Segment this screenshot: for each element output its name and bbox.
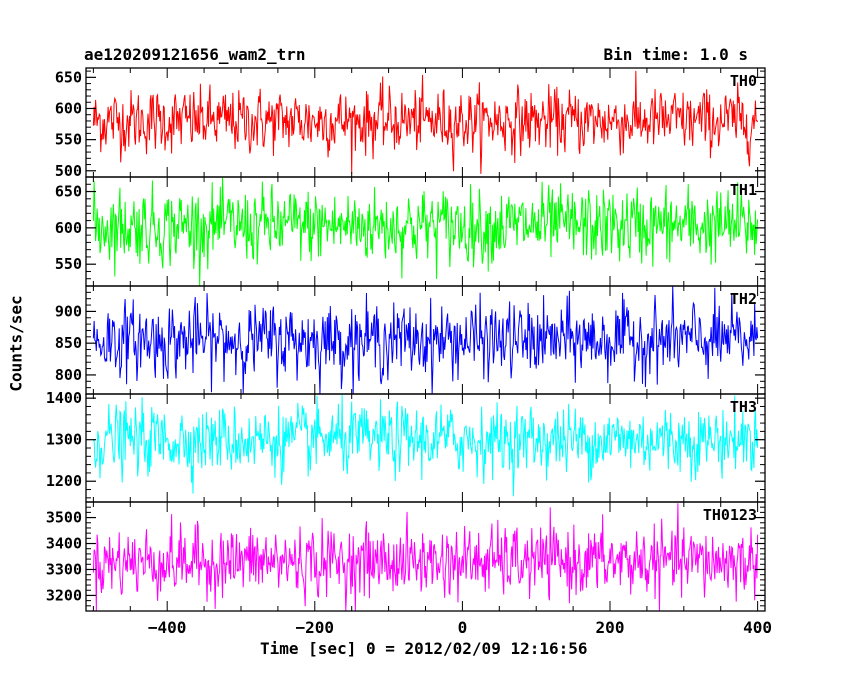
panel-label: TH1 [730, 181, 757, 199]
y-tick-label: 1200 [46, 472, 82, 490]
chart-title: ae120209121656_wam2_trn [84, 45, 306, 64]
y-tick-label: 1400 [46, 389, 82, 407]
x-tick-label: 200 [596, 618, 625, 637]
y-tick-label: 600 [55, 219, 82, 237]
x-tick-label: −400 [148, 618, 187, 637]
x-axis-label: Time [sec] 0 = 2012/02/09 12:16:56 [260, 639, 588, 658]
y-tick-label: 900 [55, 302, 82, 320]
panel-th0: 500 550 600 650 TH0 [55, 67, 766, 180]
y-axis-label: Counts/sec [6, 295, 26, 392]
x-tick-label: 400 [743, 618, 772, 637]
panel-label: TH2 [730, 290, 757, 308]
y-tick-label: 500 [55, 162, 82, 180]
x-tick-label: 0 [458, 618, 468, 637]
y-tick-label: 3300 [46, 560, 82, 578]
y-tick-label: 550 [55, 131, 82, 149]
series-th0123 [92, 503, 759, 611]
y-tick-label: 3200 [46, 586, 82, 604]
panel-th3: 1200 1300 1400 TH3 [46, 389, 766, 503]
series-th0 [92, 70, 759, 174]
y-tick-label: 850 [55, 334, 82, 352]
panel-th0123: 3200 3300 3400 3500 TH0123 [46, 501, 766, 612]
y-tick-label: 650 [55, 183, 82, 201]
panel-label: TH3 [730, 398, 757, 416]
y-tick-label: 550 [55, 255, 82, 273]
y-tick-label: 3500 [46, 509, 82, 527]
x-tick-label: −200 [296, 618, 335, 637]
y-tick-label: 1300 [46, 431, 82, 449]
chart-subtitle: Bin time: 1.0 s [603, 45, 749, 64]
panel-label: TH0123 [703, 506, 757, 524]
y-tick-label: 3400 [46, 535, 82, 553]
panel-th1: 550 600 650 TH1 [55, 176, 766, 287]
series-th2 [92, 286, 759, 394]
series-th3 [92, 394, 759, 497]
y-tick-label: 800 [55, 366, 82, 384]
y-tick-label: 650 [55, 68, 82, 86]
panel-frame [85, 67, 766, 178]
y-tick-label: 600 [55, 99, 82, 117]
series-th1 [92, 177, 759, 286]
panel-th2: 800 850 900 TH2 [55, 285, 766, 395]
panel-label: TH0 [730, 72, 757, 90]
